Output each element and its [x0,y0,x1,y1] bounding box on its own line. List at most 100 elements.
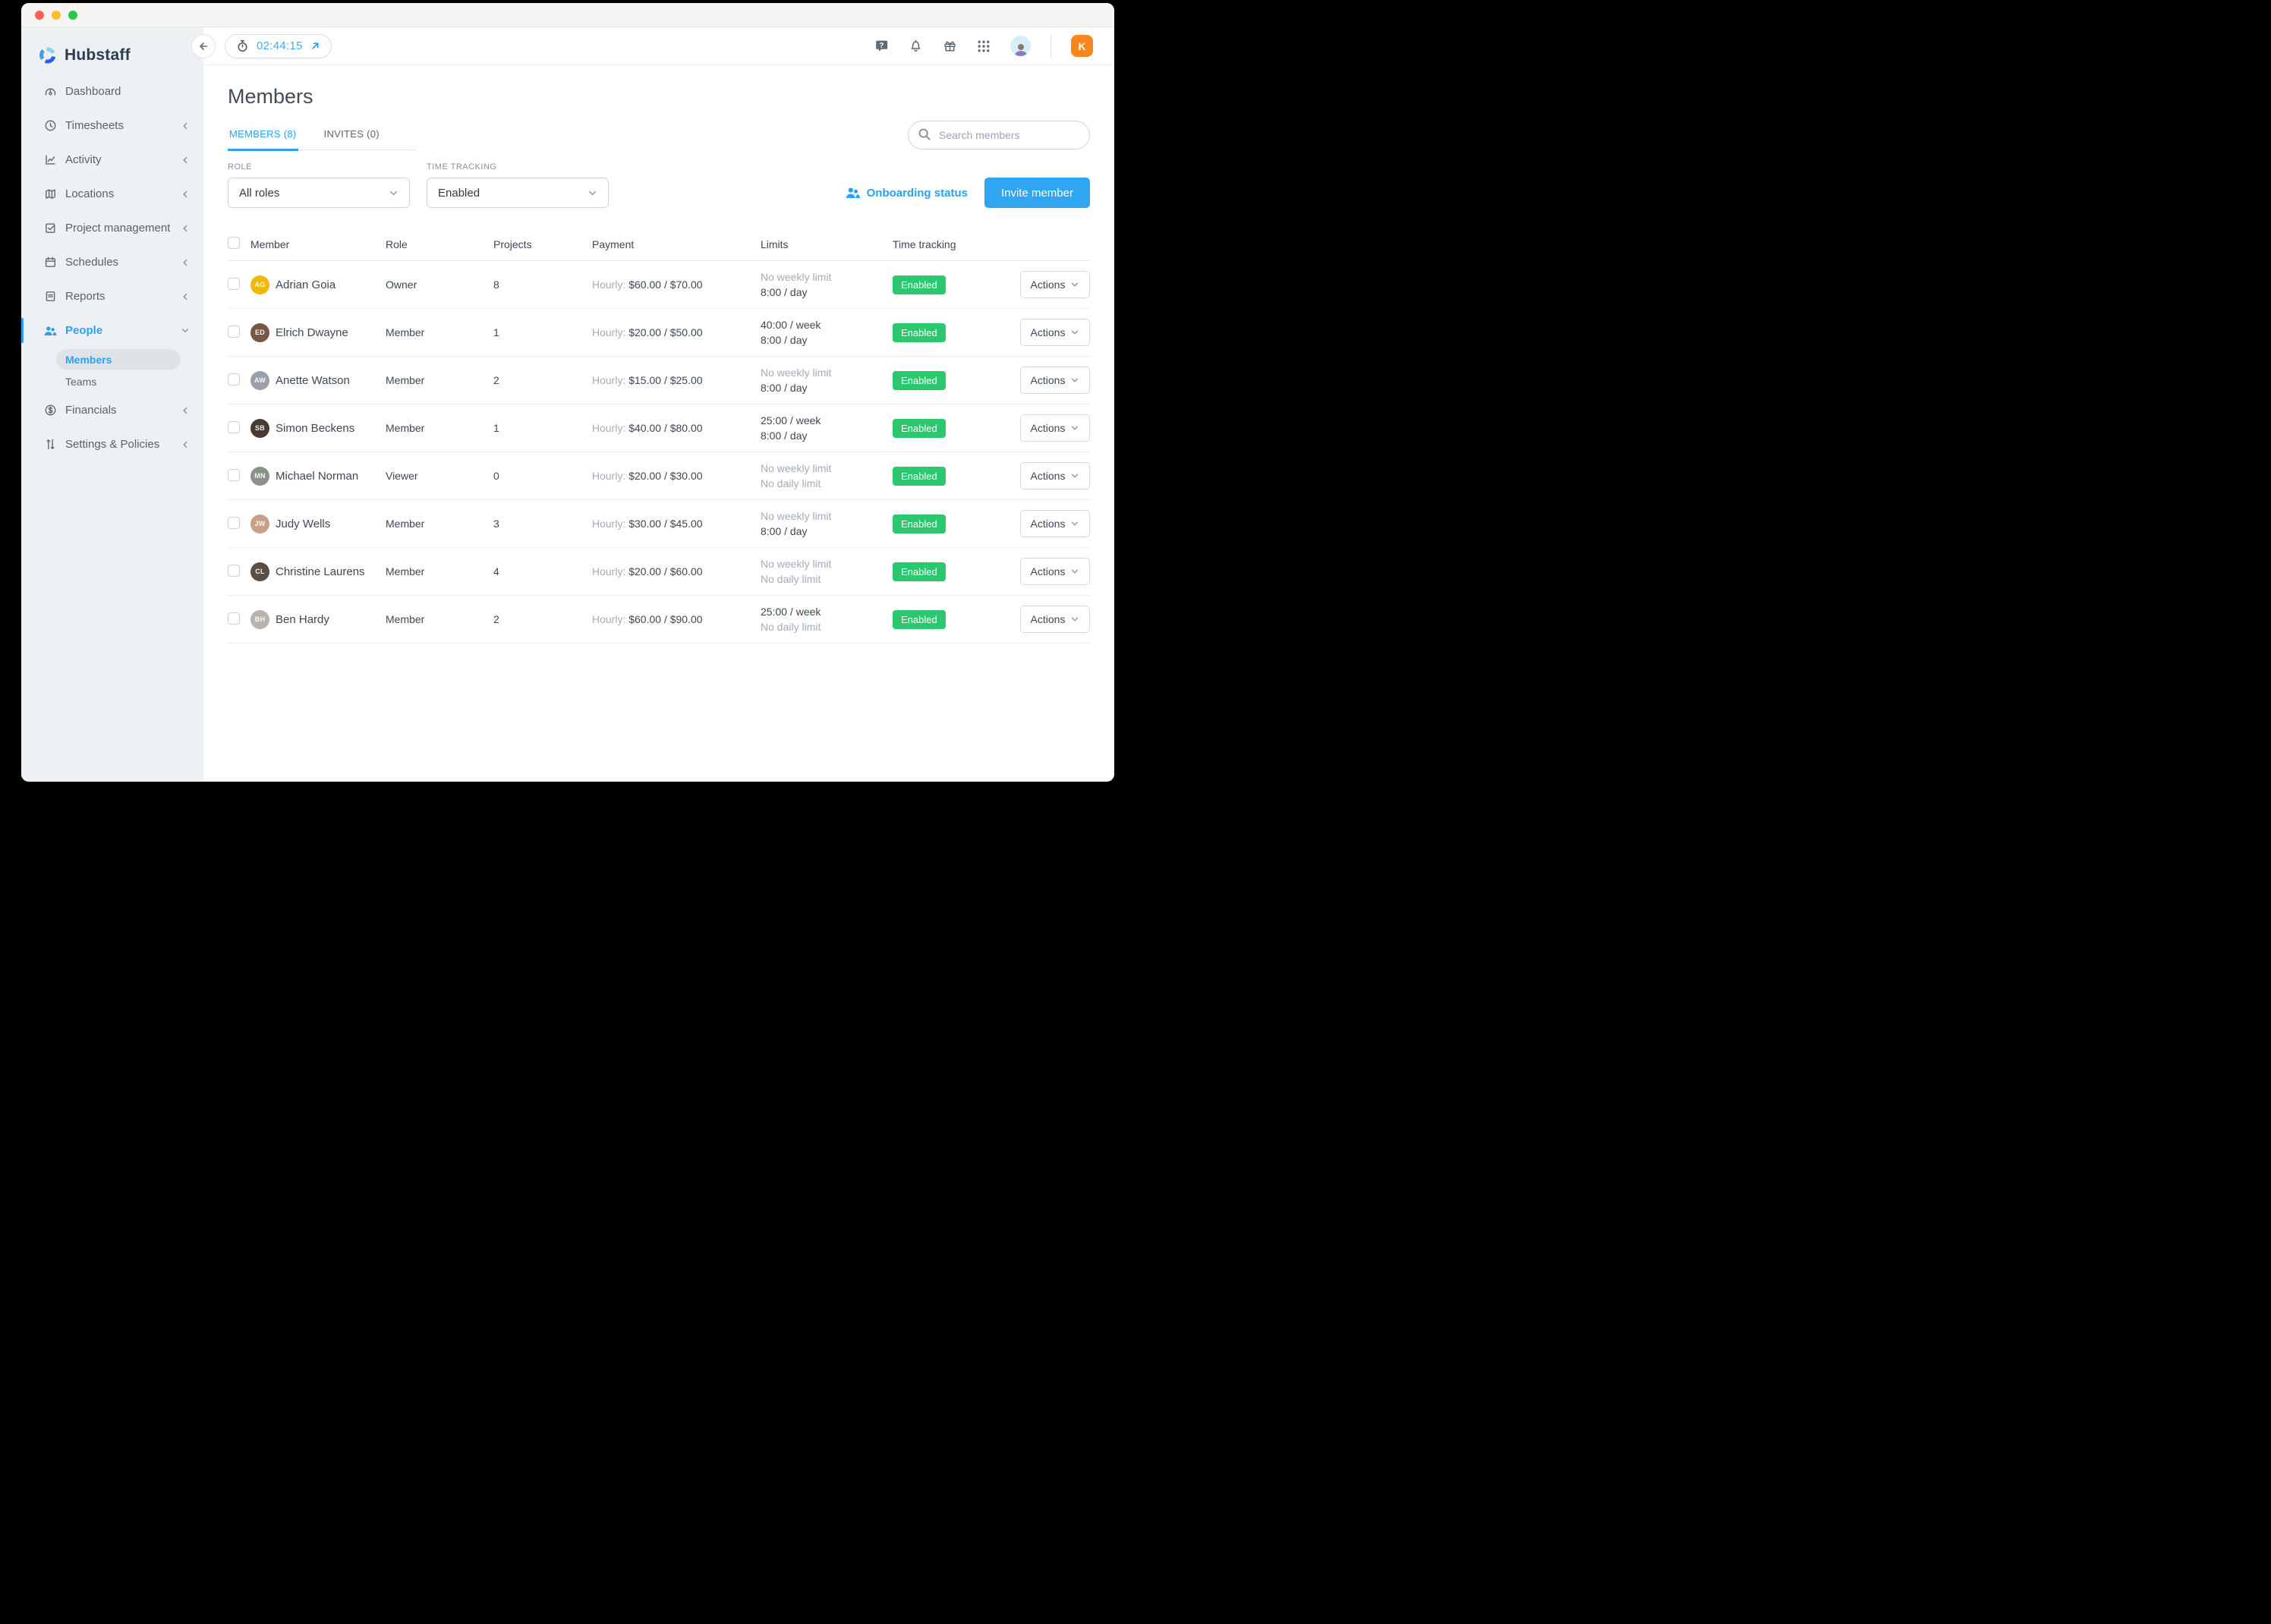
sidebar-item-project-management[interactable]: Project management [21,211,203,245]
stopwatch-icon [236,39,249,52]
row-checkbox[interactable] [228,373,240,386]
tracking-select-value: Enabled [438,186,480,200]
tracking-status-badge: Enabled [893,418,946,438]
user-avatar[interactable] [1010,36,1031,56]
chevron-down-icon [1070,376,1079,385]
payment-type-label: Hourly: [592,470,629,482]
payment-rate: $20.00 / $50.00 [628,326,703,338]
column-header-time-tracking: Time tracking [893,238,956,250]
timer-widget[interactable]: 02:44:15 [225,33,332,58]
actions-button[interactable]: Actions [1020,558,1090,585]
payment-rate: $30.00 / $45.00 [628,518,703,530]
actions-button[interactable]: Actions [1020,367,1090,394]
table-row: MN Michael Norman Viewer 0 Hourly: $20.0… [228,452,1090,500]
daily-limit: 8:00 / day [761,286,808,298]
page-title: Members [228,85,313,108]
member-role: Member [386,326,425,338]
onboarding-status-link[interactable]: Onboarding status [846,187,968,200]
column-header-payment: Payment [592,238,635,250]
column-header-limits: Limits [761,238,789,250]
row-checkbox[interactable] [228,516,240,529]
chevron-left-icon [181,190,190,199]
help-icon[interactable]: ? [874,39,889,53]
tabs: MEMBERS (8) INVITES (0) [228,119,416,151]
member-limits: No weekly limit 8:00 / day [761,269,893,300]
actions-button[interactable]: Actions [1020,319,1090,346]
sidebar-item-settings-policies[interactable]: Settings & Policies [21,427,203,461]
actions-button[interactable]: Actions [1020,510,1090,537]
organization-badge[interactable]: K [1071,35,1093,57]
sidebar-item-activity[interactable]: Activity [21,143,203,177]
macos-titlebar [21,3,1114,27]
actions-button[interactable]: Actions [1020,462,1090,489]
search-icon [918,127,931,141]
payment-type-label: Hourly: [592,613,629,625]
actions-button[interactable]: Actions [1020,606,1090,633]
back-button[interactable] [191,34,216,58]
chevron-down-icon [389,188,398,198]
payment-rate: $20.00 / $60.00 [628,565,703,578]
sidebar-subitem-members[interactable]: Members [56,349,181,370]
gift-icon[interactable] [943,39,957,53]
weekly-limit: No weekly limit [761,558,832,570]
sidebar-item-financials[interactable]: Financials [21,393,203,427]
sidebar-subitem-teams[interactable]: Teams [65,375,97,388]
member-limits: 25:00 / week 8:00 / day [761,413,893,443]
sidebar-item-reports[interactable]: Reports [21,279,203,313]
weekly-limit: No weekly limit [761,271,832,283]
chevron-down-icon [1070,567,1079,576]
apps-grid-icon[interactable] [977,39,991,53]
sidebar-item-people[interactable]: People [21,313,203,348]
chevron-down-icon [1070,423,1079,433]
chevron-down-icon [587,188,597,198]
search-input[interactable] [908,120,1090,149]
role-select[interactable]: All roles [228,178,410,208]
member-role: Member [386,613,425,625]
sidebar-item-locations[interactable]: Locations [21,177,203,211]
actions-button[interactable]: Actions [1020,271,1090,298]
weekly-limit: No weekly limit [761,510,832,522]
daily-limit: 8:00 / day [761,334,808,346]
weekly-limit: No weekly limit [761,462,832,474]
role-select-value: All roles [239,186,280,200]
row-checkbox[interactable] [228,468,240,481]
traffic-lights [35,10,77,20]
payment-rate: $40.00 / $80.00 [628,422,703,434]
close-button[interactable] [35,10,44,20]
member-projects: 0 [493,470,499,482]
tracking-status-badge: Enabled [893,323,946,342]
tracking-select[interactable]: Enabled [427,178,609,208]
sidebar-item-timesheets[interactable]: Timesheets [21,109,203,143]
daily-limit: 8:00 / day [761,382,808,394]
invite-member-button[interactable]: Invite member [984,178,1090,208]
member-payment: Hourly: $20.00 / $50.00 [592,326,761,338]
chevron-left-icon [181,258,190,267]
actions-button[interactable]: Actions [1020,414,1090,442]
sidebar-item-label: Settings & Policies [65,438,160,451]
tab-invites[interactable]: INVITES (0) [323,128,380,140]
daily-limit: 8:00 / day [761,525,808,537]
row-checkbox[interactable] [228,325,240,338]
activity-icon [44,153,57,166]
minimize-button[interactable] [52,10,61,20]
sidebar-item-label: Reports [65,290,106,303]
sidebar-item-schedules[interactable]: Schedules [21,245,203,279]
tab-members[interactable]: MEMBERS (8) [228,119,298,151]
member-projects: 3 [493,518,499,530]
notifications-icon[interactable] [909,39,923,53]
zoom-button[interactable] [68,10,77,20]
table-row: JW Judy Wells Member 3 Hourly: $30.00 / … [228,500,1090,548]
people-icon [44,324,57,337]
row-checkbox[interactable] [228,612,240,625]
row-checkbox[interactable] [228,277,240,290]
financials-icon [44,404,57,417]
screen: Hubstaff Dashboard Timesheets Activity L… [0,0,1136,812]
row-checkbox[interactable] [228,564,240,577]
logo[interactable]: Hubstaff [21,27,203,71]
select-all-checkbox[interactable] [228,237,240,249]
member-role: Viewer [386,470,418,482]
row-checkbox[interactable] [228,420,240,433]
member-payment: Hourly: $60.00 / $70.00 [592,279,761,291]
avatar: AW [250,370,269,390]
sidebar-item-dashboard[interactable]: Dashboard [21,74,203,109]
